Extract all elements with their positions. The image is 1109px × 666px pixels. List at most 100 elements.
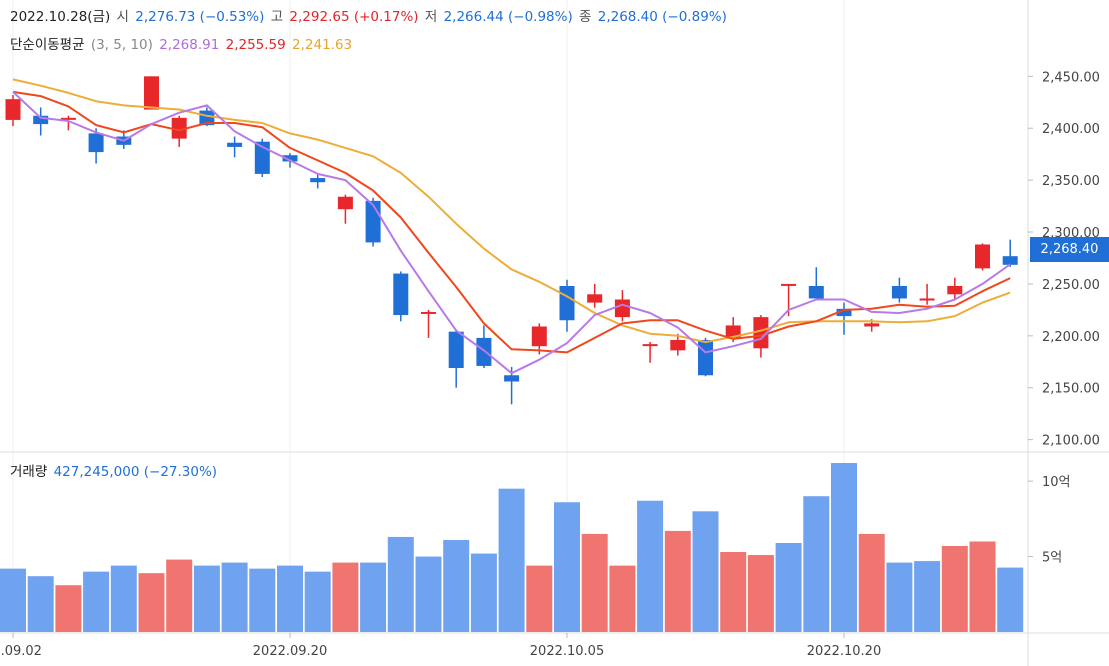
ohlc-header: 2022.10.28(금) 시 2,276.73 (−0.53%) 고 2,29… bbox=[10, 5, 729, 25]
volume-bar bbox=[554, 502, 580, 632]
volume-bar bbox=[664, 530, 691, 632]
volume-bar bbox=[138, 573, 165, 632]
candle bbox=[88, 128, 104, 164]
volume-bar bbox=[27, 576, 54, 632]
price-y-tick-label: 2,150.00 bbox=[1042, 382, 1100, 397]
candle-body bbox=[171, 117, 187, 139]
volume-bar bbox=[110, 565, 137, 632]
candle-body bbox=[670, 339, 686, 351]
candle-body bbox=[227, 142, 243, 147]
candle bbox=[531, 323, 547, 355]
candle bbox=[337, 194, 353, 224]
candle-body bbox=[975, 244, 990, 269]
price-y-tick-label: 2,250.00 bbox=[1042, 278, 1100, 293]
open-value: 2,276.73 (−0.53%) bbox=[135, 9, 265, 25]
ma3-value: 2,268.91 bbox=[159, 37, 220, 53]
candle bbox=[60, 115, 76, 131]
candle bbox=[476, 325, 492, 368]
ma5-line bbox=[12, 90, 1011, 354]
x-tick-label: 2022.10.20 bbox=[807, 644, 881, 659]
volume-bar bbox=[747, 555, 774, 632]
volume-bar bbox=[498, 488, 525, 632]
volume-series bbox=[0, 463, 1024, 632]
volume-bar bbox=[277, 565, 303, 632]
x-tick-label: 2022.09.20 bbox=[253, 644, 327, 659]
candle bbox=[421, 309, 436, 338]
ma10-line bbox=[12, 78, 1011, 344]
candle bbox=[559, 279, 575, 332]
candle-body bbox=[947, 286, 963, 295]
candle-body bbox=[559, 286, 575, 321]
candle bbox=[975, 243, 990, 271]
volume-bar bbox=[55, 585, 82, 632]
close-value: 2,268.40 (−0.89%) bbox=[597, 9, 727, 25]
ma-legend-label: 단순이동평균 bbox=[10, 37, 85, 53]
ma-legend-params: (3, 5, 10) bbox=[90, 37, 153, 53]
candle-body bbox=[919, 298, 935, 301]
volume-bar bbox=[720, 552, 747, 632]
candle bbox=[393, 271, 409, 322]
low-label: 저 bbox=[424, 9, 438, 25]
volume-bar bbox=[415, 556, 442, 632]
candle-body bbox=[5, 99, 21, 120]
candle bbox=[144, 76, 159, 110]
high-label: 고 bbox=[270, 9, 284, 25]
candle-body bbox=[531, 326, 547, 347]
candle bbox=[1002, 239, 1018, 267]
price-y-tick-label: 2,200.00 bbox=[1042, 330, 1100, 345]
volume-bar bbox=[83, 571, 110, 632]
candle-body bbox=[365, 200, 381, 243]
high-value: 2,292.65 (+0.17%) bbox=[289, 9, 419, 25]
candle bbox=[33, 107, 49, 136]
candle bbox=[947, 277, 963, 300]
volume-bar bbox=[443, 539, 470, 632]
candle bbox=[670, 333, 686, 356]
volume-legend-value: 427,245,000 (−27.30%) bbox=[53, 464, 218, 480]
candle bbox=[171, 115, 187, 147]
ma5-value: 2,255.59 bbox=[225, 37, 286, 53]
candle bbox=[5, 95, 21, 127]
volume-bar bbox=[831, 463, 857, 632]
candle-body bbox=[33, 115, 49, 125]
candle bbox=[587, 283, 603, 308]
candle-body bbox=[393, 273, 409, 316]
candle bbox=[836, 302, 852, 335]
candle-body bbox=[891, 286, 907, 299]
volume-y-tick-label: 5억 bbox=[1042, 551, 1062, 566]
candle-body bbox=[60, 117, 76, 120]
volume-bar bbox=[0, 568, 26, 632]
candle-body bbox=[781, 283, 797, 286]
ma3-line bbox=[12, 91, 1011, 375]
candle-body bbox=[836, 308, 852, 317]
volume-bar bbox=[470, 553, 497, 632]
candle bbox=[698, 337, 713, 377]
volume-bar bbox=[858, 533, 885, 632]
candle-body bbox=[698, 339, 713, 376]
volume-bar bbox=[221, 562, 248, 632]
candle-body bbox=[864, 323, 880, 327]
volume-bar bbox=[914, 561, 941, 632]
volume-bar bbox=[360, 562, 387, 632]
candle bbox=[919, 283, 935, 305]
volume-bar bbox=[775, 542, 802, 632]
volume-bar bbox=[803, 496, 830, 632]
low-value: 2,266.44 (−0.98%) bbox=[443, 9, 573, 25]
candle-body bbox=[1002, 256, 1018, 265]
volume-legend-label: 거래량 bbox=[10, 464, 48, 480]
volume-bar bbox=[249, 568, 276, 632]
candle-body bbox=[421, 311, 436, 314]
price-y-tick-label: 2,450.00 bbox=[1042, 70, 1100, 85]
candle-body bbox=[282, 155, 298, 162]
price-y-tick-label: 2,350.00 bbox=[1042, 174, 1100, 189]
ma10-value: 2,241.63 bbox=[292, 37, 353, 53]
candle-body bbox=[144, 76, 159, 110]
candle-body bbox=[614, 299, 630, 318]
moving-average-lines bbox=[12, 78, 1011, 375]
current-price-badge: 2,268.40 bbox=[1030, 237, 1109, 262]
candle bbox=[891, 277, 907, 303]
price-y-tick-label: 2,400.00 bbox=[1042, 122, 1100, 137]
volume-bar bbox=[886, 562, 913, 632]
candle bbox=[227, 136, 243, 158]
